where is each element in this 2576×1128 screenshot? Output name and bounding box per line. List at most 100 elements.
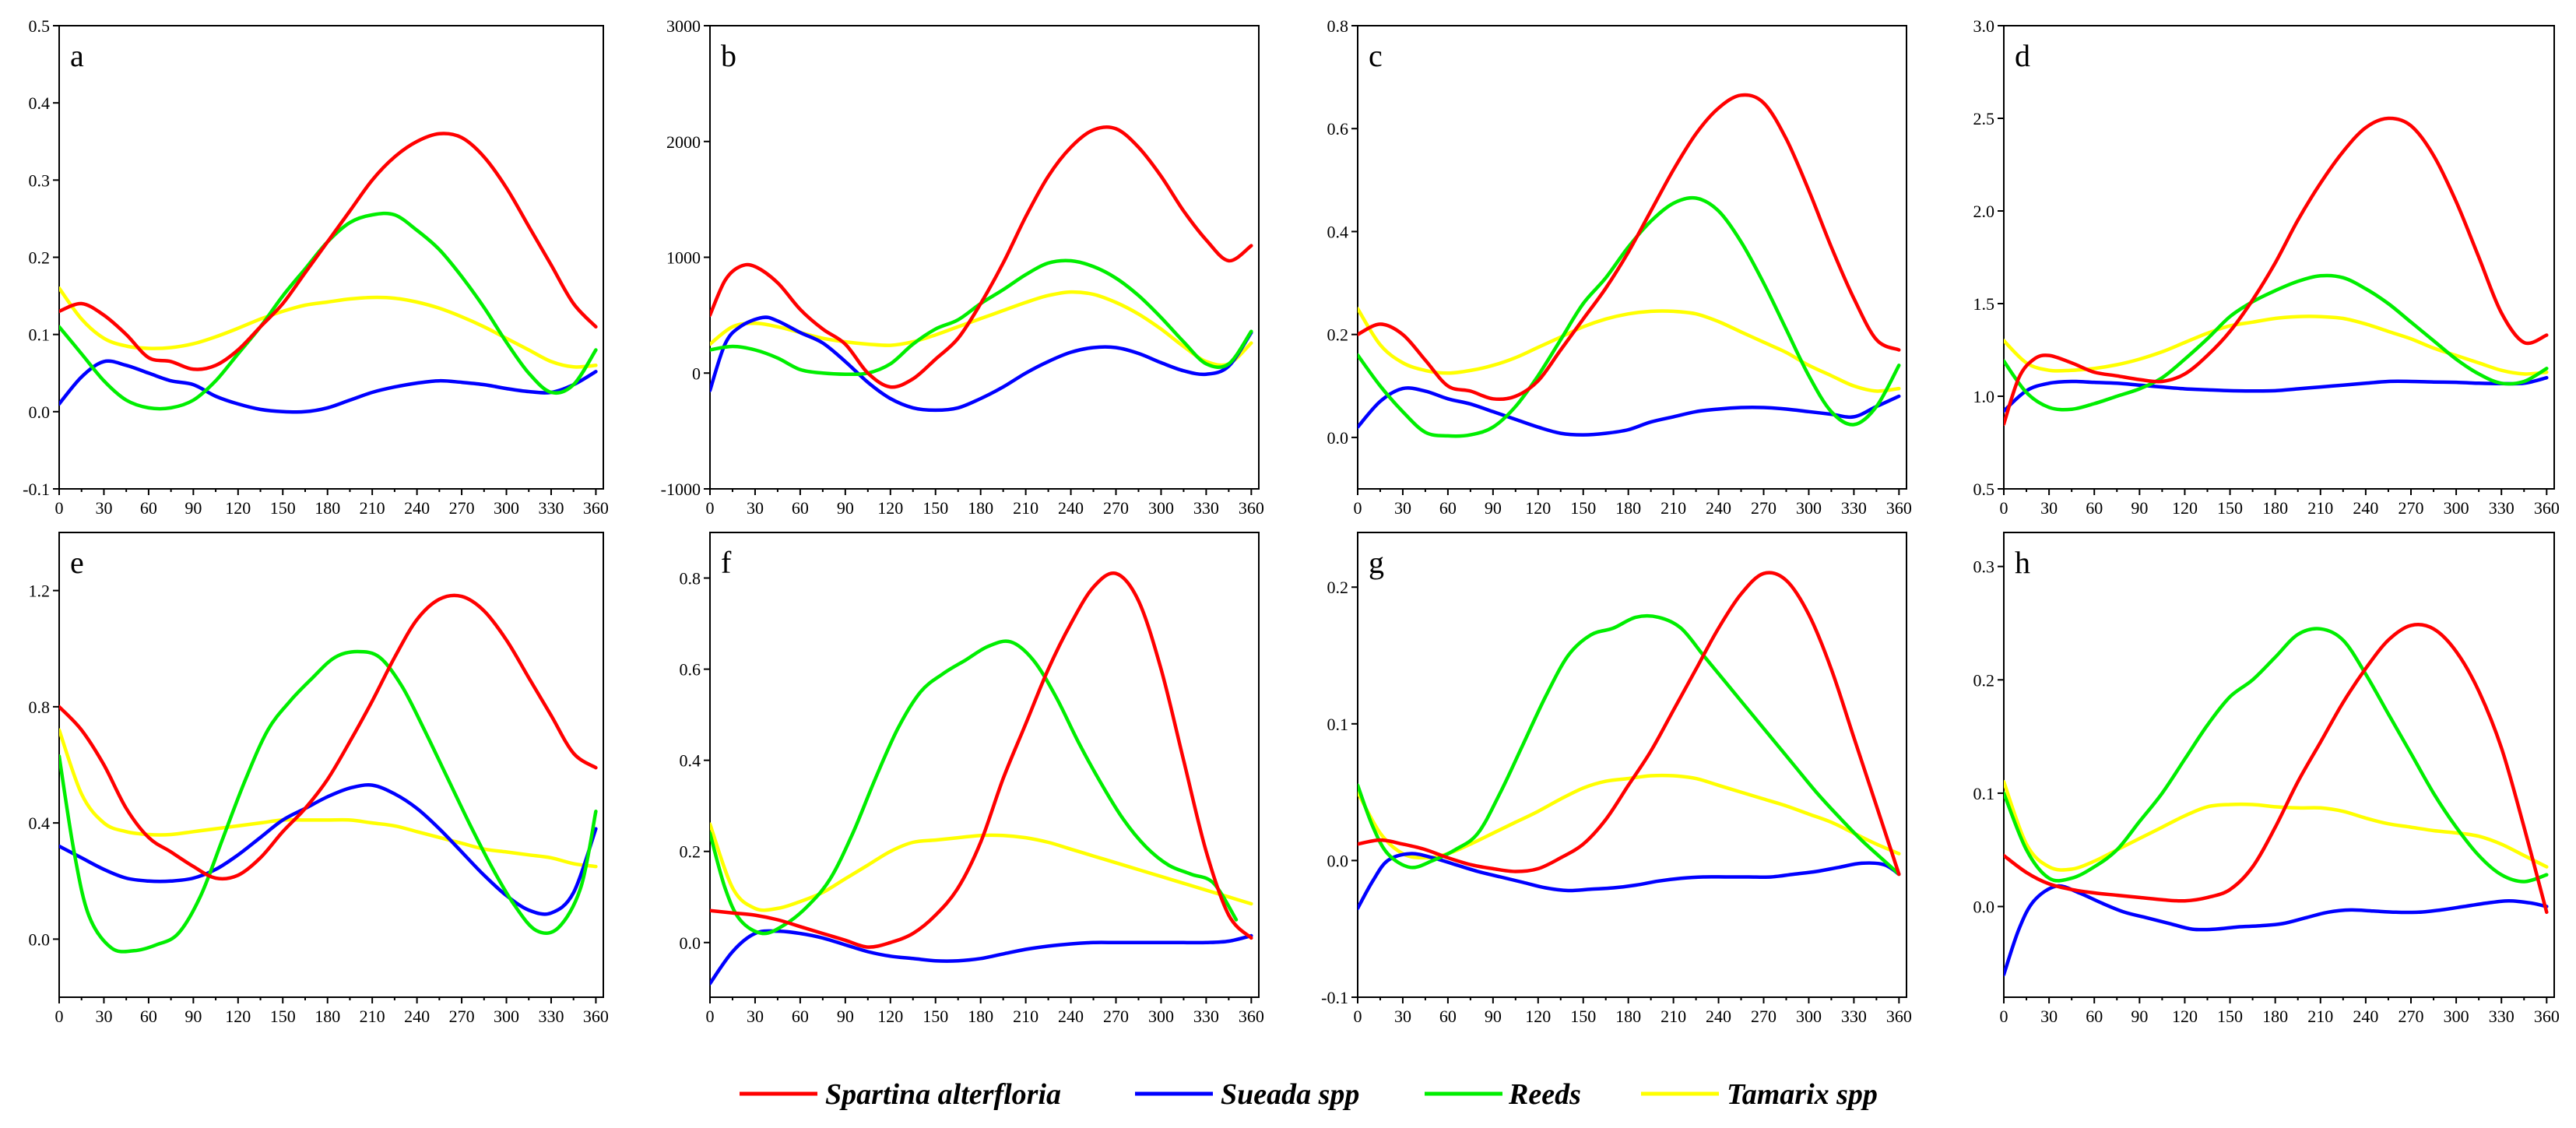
series-line-sueada: [2004, 375, 2549, 413]
x-tick-label: 60: [2086, 498, 2103, 518]
x-tick-label: 60: [1439, 498, 1457, 518]
series-line-tamarix: [710, 822, 1253, 912]
y-tick-label: 0.2: [1327, 578, 1349, 597]
x-tick-label: 360: [2534, 1007, 2560, 1026]
panel-frame: [709, 25, 1260, 490]
legend-label-sueada: Sueada spp: [1221, 1078, 1359, 1111]
y-tick-label: 1.5: [1973, 294, 1995, 314]
series-line-sueada: [59, 359, 598, 414]
legend-label-reeds: Reeds: [1508, 1078, 1581, 1111]
legend: Spartina alterfloria Sueada spp Reeds Ta…: [740, 1078, 1878, 1111]
x-tick-label: 270: [449, 1007, 475, 1026]
series-group: [1358, 93, 1901, 438]
x-tick-label: 240: [404, 498, 430, 518]
x-tick-label: 330: [2489, 1007, 2514, 1026]
x-tick-label: 60: [140, 1007, 157, 1026]
y-tick-label: 0.8: [29, 698, 51, 717]
y-tick-label: 3.0: [1973, 16, 1995, 36]
x-tick-label: 330: [2489, 498, 2514, 518]
panel-d: 0 30 60 90 120 150 180 210 240 270 300 330 360 0.5 1.0…: [1973, 16, 2560, 518]
x-tick-label: 180: [2262, 498, 2288, 518]
x-tick-label: 120: [2172, 498, 2198, 518]
x-tick-label: 180: [2262, 1007, 2288, 1026]
x-tick-label: 300: [1148, 498, 1174, 518]
y-tick-label: 0.5: [1973, 480, 1995, 499]
y-tick-label: 0.0: [29, 929, 51, 949]
y-tick-label: 0.2: [1973, 670, 1995, 690]
series-line-spartina: [1358, 571, 1901, 877]
panel-frame: [1357, 532, 1907, 998]
x-tick-label: 240: [1058, 1007, 1084, 1026]
x-tick-label: 210: [1013, 498, 1038, 518]
y-tick-label: 0.1: [1327, 715, 1349, 734]
x-tick-label: 360: [2534, 498, 2560, 518]
panel-frame: [58, 532, 604, 998]
panel-frame: [1357, 25, 1907, 490]
x-tick-label: 150: [923, 498, 948, 518]
y-tick-label: 0.3: [29, 170, 51, 190]
x-tick-label: 300: [2444, 498, 2469, 518]
y-tick-label: -0.1: [23, 480, 50, 499]
x-tick-label: 270: [449, 498, 475, 518]
series-group: [710, 571, 1253, 986]
series-line-sueada: [1358, 386, 1901, 437]
x-tick-label: 180: [1615, 498, 1641, 518]
series-group: [2004, 116, 2549, 426]
x-tick-label: 360: [1886, 1007, 1912, 1026]
x-tick-label: 270: [2398, 1007, 2423, 1026]
y-tick-label: 0.6: [1327, 119, 1349, 139]
x-tick-label: 120: [1525, 498, 1551, 518]
x-tick-label: 210: [2307, 498, 2333, 518]
y-tick-label: 0: [692, 364, 701, 383]
y-tick-label: 0.0: [1327, 851, 1349, 870]
series-line-sueada: [1358, 852, 1901, 911]
x-tick-label: 270: [1103, 1007, 1129, 1026]
x-tick-label: 300: [1148, 1007, 1174, 1026]
y-tick-label: 1.0: [1973, 387, 1995, 406]
x-tick-label: 210: [360, 498, 385, 518]
y-tick-label: 0.0: [680, 933, 701, 953]
x-tick-label: 210: [1661, 1007, 1686, 1026]
y-tick-label: 0.2: [29, 248, 51, 268]
y-tick-label: 3000: [666, 16, 701, 36]
x-tick-label: 330: [1841, 498, 1867, 518]
legend-label-spartina: Spartina alterfloria: [825, 1078, 1061, 1111]
panel-frame: [2003, 25, 2555, 490]
x-tick-label: 360: [1886, 498, 1912, 518]
panel-e: 0 30 60 90 120 150 180 210 240 270 300 330 360 0.0 0.4…: [29, 532, 609, 1026]
panel-frame: [709, 532, 1260, 998]
x-tick-label: 120: [225, 1007, 251, 1026]
y-tick-label: 0.8: [680, 569, 701, 589]
x-tick-label: 60: [2086, 1007, 2103, 1026]
series-line-spartina: [710, 571, 1253, 949]
x-tick-label: 210: [2307, 1007, 2333, 1026]
x-tick-label: 90: [185, 498, 202, 518]
legend-item-spartina: Spartina alterfloria: [740, 1078, 1061, 1111]
x-tick-label: 300: [2444, 1007, 2469, 1026]
x-tick-label: 0: [706, 498, 715, 518]
x-tick-label: 240: [1058, 498, 1084, 518]
series-line-sueada: [710, 929, 1253, 986]
x-tick-label: 150: [1570, 1007, 1596, 1026]
series-group: [1358, 571, 1901, 911]
x-tick-label: 60: [792, 498, 809, 518]
x-tick-label: 150: [1570, 498, 1596, 518]
x-tick-label: 270: [2398, 498, 2423, 518]
x-tick-label: 0: [706, 1007, 715, 1026]
x-tick-label: 240: [2353, 498, 2378, 518]
x-tick-label: 120: [877, 1007, 903, 1026]
series-group: [59, 593, 598, 954]
series-line-reeds: [1358, 195, 1901, 438]
y-tick-label: 0.1: [1973, 784, 1995, 803]
x-tick-label: 30: [95, 498, 112, 518]
x-tick-label: 210: [360, 1007, 385, 1026]
y-tick-label: 2.5: [1973, 109, 1995, 128]
panel-letter: e: [70, 545, 84, 580]
x-tick-label: 180: [1615, 1007, 1641, 1026]
series-line-spartina: [2004, 623, 2549, 915]
x-tick-label: 150: [923, 1007, 948, 1026]
y-tick-label: 0.2: [1327, 325, 1349, 345]
x-tick-label: 0: [2000, 1007, 2008, 1026]
series-line-spartina: [710, 125, 1253, 389]
y-tick-label: 0.8: [1327, 16, 1349, 36]
